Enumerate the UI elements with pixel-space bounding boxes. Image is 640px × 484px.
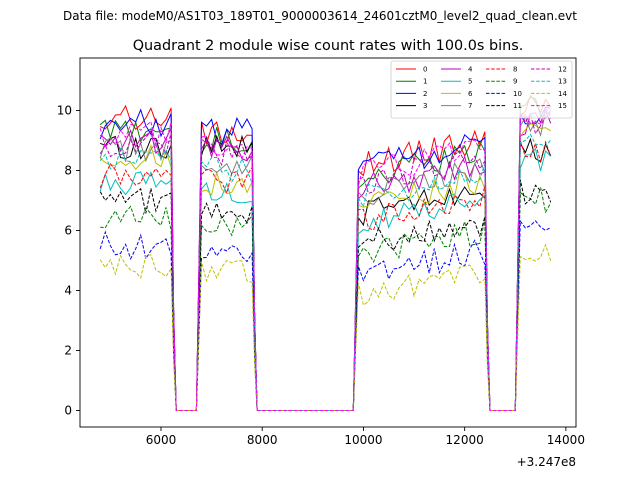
y-tick-label: 10: [57, 104, 72, 118]
series-line-13: [99, 133, 552, 411]
legend-label-9: 9: [513, 78, 517, 86]
x-tick-label: 6000: [146, 433, 177, 447]
series-line-2: [99, 106, 551, 411]
legend-label-4: 4: [468, 66, 473, 74]
x-tick-label: 12000: [446, 433, 484, 447]
series-line-0: [99, 94, 552, 411]
series-line-1: [99, 96, 552, 411]
legend-label-10: 10: [513, 90, 522, 98]
legend-label-5: 5: [468, 78, 472, 86]
legend-label-0: 0: [423, 66, 427, 74]
x-tick-label: 14000: [547, 433, 585, 447]
y-tick-label: 8: [64, 164, 72, 178]
series-line-9: [100, 187, 552, 411]
legend-label-8: 8: [513, 66, 517, 74]
x-offset-label: +3.247e8: [517, 455, 576, 469]
series-line-5: [99, 147, 552, 411]
y-tick-label: 4: [64, 284, 72, 298]
series-line-7: [99, 110, 551, 411]
figure-suptitle: Data file: modeM0/AS1T03_189T01_90000036…: [63, 9, 577, 23]
y-tick-label: 6: [64, 224, 72, 238]
legend-label-12: 12: [558, 66, 567, 74]
series-line-12: [99, 112, 551, 411]
y-tick-label: 2: [64, 344, 72, 358]
y-tick-label: 0: [64, 404, 72, 418]
x-tick-label: 8000: [247, 433, 278, 447]
series-line-11: [99, 179, 552, 411]
legend-label-1: 1: [423, 78, 427, 86]
series-group: [99, 94, 552, 411]
legend-box: [390, 60, 573, 119]
legend-label-13: 13: [558, 78, 567, 86]
series-line-14: [99, 243, 552, 411]
legend-label-14: 14: [558, 90, 567, 98]
legend-label-15: 15: [558, 102, 567, 110]
legend-label-3: 3: [423, 102, 427, 110]
series-line-10: [99, 219, 551, 411]
series-line-6: [99, 123, 551, 411]
legend-label-11: 11: [513, 102, 522, 110]
legend-label-2: 2: [423, 90, 427, 98]
series-line-8: [99, 140, 552, 411]
legend-label-7: 7: [468, 102, 472, 110]
chart-title: Quadrant 2 module wise count rates with …: [133, 38, 524, 54]
legend-label-6: 6: [468, 90, 473, 98]
plot-frame: [79, 57, 577, 428]
x-tick-label: 10000: [344, 433, 382, 447]
